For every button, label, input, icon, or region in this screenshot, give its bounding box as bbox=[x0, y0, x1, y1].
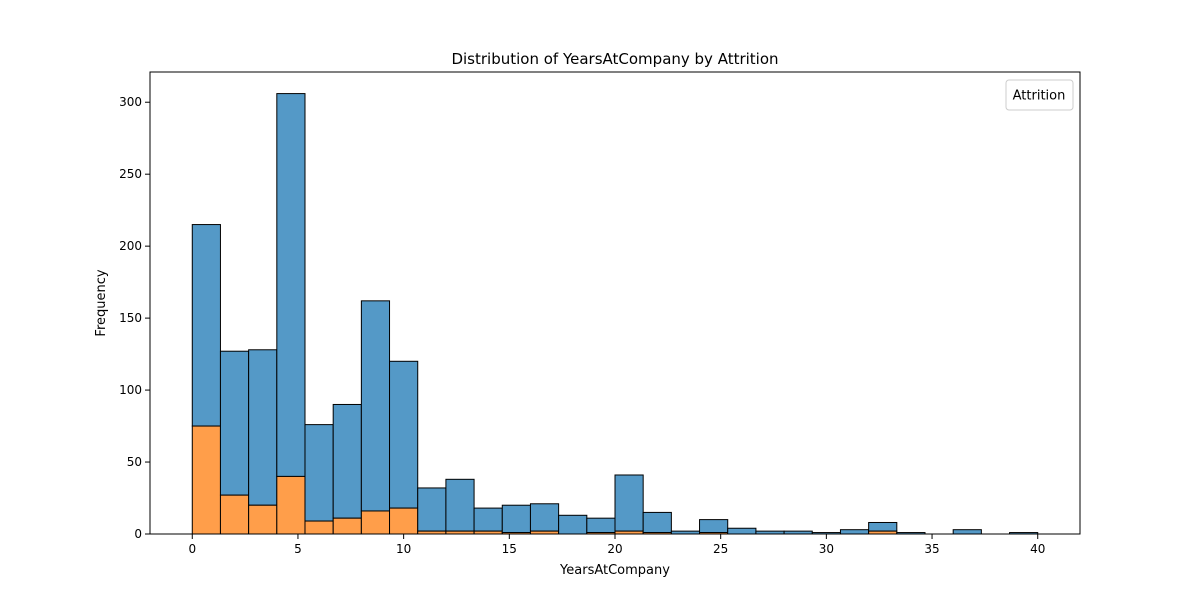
bar-series2-bin-6 bbox=[360, 510, 391, 535]
x-tick-label: 20 bbox=[607, 542, 622, 556]
bar-series1-bin-0 bbox=[191, 224, 221, 427]
x-tick-label: 10 bbox=[396, 542, 411, 556]
bar-series1-bin-24 bbox=[868, 521, 898, 532]
bar-series1-bin-1 bbox=[219, 350, 250, 496]
bar-series2-bin-2 bbox=[248, 504, 278, 535]
y-tick-label: 100 bbox=[119, 383, 142, 397]
bars-group bbox=[191, 93, 1039, 535]
chart-title: Distribution of YearsAtCompany by Attrit… bbox=[451, 50, 778, 68]
x-tick-label: 30 bbox=[819, 542, 834, 556]
bar-series1-bin-23 bbox=[839, 529, 870, 535]
bar-series1-bin-2 bbox=[248, 349, 278, 506]
bar-series1-bin-19 bbox=[727, 527, 757, 535]
x-tick-label: 0 bbox=[188, 542, 196, 556]
bar-series2-bin-1 bbox=[219, 494, 250, 535]
y-tick-label: 300 bbox=[119, 95, 142, 109]
x-tick-label: 15 bbox=[502, 542, 517, 556]
bar-series1-bin-3 bbox=[276, 93, 306, 477]
bar-series1-bin-7 bbox=[389, 360, 419, 509]
y-tick-label: 50 bbox=[127, 455, 142, 469]
x-axis: 0 5 10 15 20 25 30 35 40 bbox=[188, 534, 1045, 556]
x-axis-label: YearsAtCompany bbox=[559, 563, 670, 578]
y-axis-label: Frequency bbox=[94, 269, 109, 336]
bar-series2-bin-3 bbox=[276, 475, 306, 535]
x-tick-label: 5 bbox=[294, 542, 302, 556]
bar-series2-bin-5 bbox=[332, 517, 362, 535]
legend-box bbox=[1005, 79, 1074, 111]
bar-series1-bin-27 bbox=[952, 529, 982, 535]
bar-series1-bin-4 bbox=[304, 424, 334, 522]
legend-title: Attrition bbox=[1013, 89, 1066, 104]
bar-series1-bin-10 bbox=[473, 507, 503, 532]
bar-series1-bin-5 bbox=[332, 403, 362, 519]
bar-series2-bin-0 bbox=[191, 425, 221, 535]
bar-series1-bin-12 bbox=[529, 503, 560, 532]
bar-series1-bin-16 bbox=[642, 511, 672, 534]
bar-series1-bin-11 bbox=[501, 504, 531, 534]
y-tick-label: 200 bbox=[119, 239, 142, 253]
bar-series2-bin-4 bbox=[304, 520, 334, 535]
legend: Attrition bbox=[1005, 79, 1074, 111]
y-tick-label: 0 bbox=[134, 527, 142, 541]
y-tick-label: 150 bbox=[119, 311, 142, 325]
bar-series1-bin-13 bbox=[558, 514, 588, 535]
y-axis: 0 50 100 150 200 250 300 bbox=[119, 95, 150, 541]
bar-series2-bin-7 bbox=[389, 507, 419, 535]
bar-series1-bin-14 bbox=[586, 517, 616, 534]
y-tick-label: 250 bbox=[119, 167, 142, 181]
x-tick-label: 40 bbox=[1030, 542, 1045, 556]
x-tick-label: 35 bbox=[924, 542, 939, 556]
bar-series1-bin-6 bbox=[360, 300, 391, 512]
x-tick-label: 25 bbox=[713, 542, 728, 556]
bar-series1-bin-18 bbox=[699, 519, 729, 534]
bar-series1-bin-9 bbox=[445, 478, 475, 532]
bar-series1-bin-8 bbox=[417, 487, 447, 532]
bar-series1-bin-15 bbox=[614, 474, 644, 532]
